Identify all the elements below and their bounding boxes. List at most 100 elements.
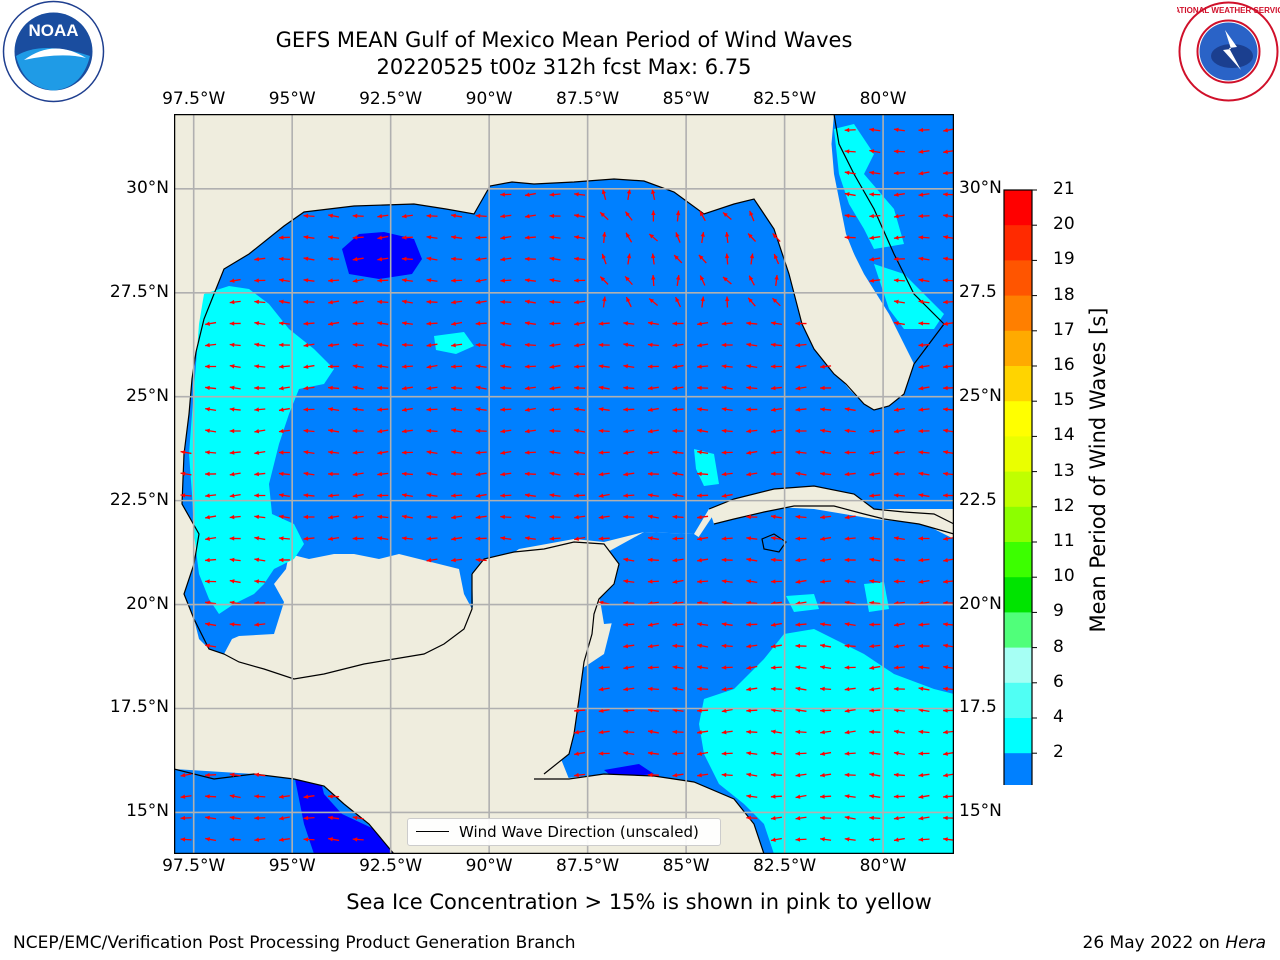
- wind-wave-arrow: [254, 794, 266, 799]
- wind-wave-arrow: [648, 233, 659, 242]
- wind-wave-arrow: [303, 493, 315, 498]
- wind-wave-arrow: [893, 729, 905, 734]
- wind-wave-arrow: [602, 231, 607, 244]
- wind-wave-arrow: [672, 686, 684, 691]
- wind-wave-arrow: [229, 428, 241, 434]
- wind-wave-arrow: [672, 536, 684, 541]
- wind-wave-arrow: [229, 299, 241, 305]
- wind-wave-arrow: [254, 514, 266, 520]
- wind-wave-arrow: [772, 233, 781, 242]
- wind-wave-arrow: [377, 235, 389, 240]
- wind-wave-arrow: [844, 622, 856, 627]
- wind-wave-arrow: [625, 296, 632, 308]
- wind-wave-arrow: [426, 536, 438, 541]
- wind-wave-arrow: [893, 557, 905, 563]
- wind-wave-arrow: [598, 514, 610, 520]
- wind-wave-arrow: [795, 751, 807, 756]
- wind-wave-arrow: [254, 837, 266, 842]
- wind-wave-arrow: [795, 514, 807, 520]
- wind-wave-arrow: [475, 428, 487, 434]
- wind-wave-arrow: [943, 450, 954, 455]
- wind-wave-arrow: [746, 536, 758, 541]
- wind-wave-arrow: [721, 364, 733, 369]
- wind-wave-arrow: [651, 274, 656, 287]
- wind-wave-arrow: [451, 364, 463, 369]
- wind-wave-arrow: [943, 407, 954, 412]
- wind-wave-arrow: [844, 643, 856, 649]
- wind-wave-arrow: [377, 428, 389, 434]
- wind-wave-arrow: [774, 274, 779, 287]
- wind-wave-arrow: [500, 256, 512, 262]
- wind-wave-arrow: [377, 536, 389, 541]
- wind-wave-arrow: [328, 493, 340, 498]
- wind-wave-arrow: [918, 837, 930, 842]
- colorbar-segment: [1004, 471, 1032, 508]
- wind-wave-arrow: [820, 772, 832, 778]
- wind-wave-arrow: [721, 536, 733, 541]
- wind-wave-arrow: [697, 514, 709, 520]
- coastline-islands: [761, 533, 787, 553]
- wind-wave-arrow: [352, 278, 364, 283]
- wind-wave-arrow: [524, 514, 536, 519]
- wind-wave-arrow: [623, 493, 635, 498]
- wind-wave-arrow: [844, 149, 856, 154]
- wind-wave-arrow: [722, 211, 732, 221]
- wind-wave-arrow: [672, 321, 684, 326]
- wind-wave-arrow: [647, 342, 659, 348]
- wind-wave-arrow: [770, 342, 782, 348]
- wind-wave-arrow: [598, 450, 610, 455]
- wind-wave-arrow: [303, 342, 315, 348]
- colorbar-tick-label: 19: [1053, 249, 1075, 270]
- wind-wave-arrow: [647, 729, 659, 734]
- wind-wave-arrow: [770, 536, 782, 541]
- wind-wave-arrow: [549, 321, 561, 326]
- wind-wave-arrow: [549, 450, 561, 455]
- wind-wave-arrow: [943, 128, 954, 133]
- colorbar-tick-label: 11: [1053, 531, 1075, 551]
- wind-wave-arrow: [675, 210, 681, 222]
- wind-wave-arrow: [746, 428, 758, 434]
- wind-wave-arrow: [770, 579, 782, 584]
- gulf-of-mexico-map: [174, 114, 954, 854]
- wind-wave-arrow: [623, 557, 635, 562]
- wind-wave-arrow: [598, 364, 610, 369]
- wind-wave-arrow: [278, 536, 290, 541]
- wind-wave-arrow: [943, 643, 954, 649]
- wind-wave-arrow: [598, 407, 610, 412]
- wind-wave-arrow: [918, 278, 930, 283]
- wind-wave-arrow: [893, 214, 905, 219]
- wind-wave-arrow: [451, 213, 463, 218]
- lon-tick-bottom-4: 87.5°W: [556, 856, 620, 876]
- wind-wave-arrow: [352, 385, 364, 390]
- wind-wave-arrow: [328, 299, 340, 305]
- wind-wave-arrow: [180, 450, 192, 455]
- colorbar-tick-label: 6: [1053, 671, 1064, 692]
- wind-wave-arrow: [524, 536, 536, 541]
- wind-wave-arrow: [918, 256, 930, 262]
- wind-wave-arrow: [943, 751, 954, 756]
- wind-wave-arrow: [795, 686, 807, 691]
- wind-wave-arrow: [721, 342, 733, 348]
- wind-wave-arrow: [918, 299, 930, 305]
- wind-wave-arrow: [426, 256, 438, 261]
- wind-wave-arrow: [574, 213, 586, 218]
- colorbar-tick-label: 14: [1053, 425, 1075, 446]
- wind-wave-arrow: [721, 772, 733, 778]
- wind-wave-arrow: [647, 772, 659, 778]
- wind-wave-arrow: [623, 514, 635, 520]
- wind-wave-arrow: [229, 385, 241, 391]
- wind-wave-arrow: [278, 278, 290, 283]
- wind-wave-arrow: [180, 794, 192, 799]
- wind-wave-arrow: [574, 708, 586, 713]
- wind-wave-arrow: [278, 342, 290, 348]
- wind-wave-arrow: [943, 772, 954, 778]
- wind-wave-arrow: [770, 751, 782, 756]
- wind-wave-arrow: [672, 579, 684, 584]
- wind-wave-arrow: [377, 213, 389, 219]
- wind-wave-arrow: [893, 429, 905, 434]
- wind-wave-arrow: [697, 321, 709, 326]
- wind-wave-arrow: [451, 514, 463, 520]
- wind-wave-arrow: [869, 536, 881, 541]
- wind-wave-arrow: [254, 815, 266, 821]
- colorbar-segment: [1004, 295, 1032, 332]
